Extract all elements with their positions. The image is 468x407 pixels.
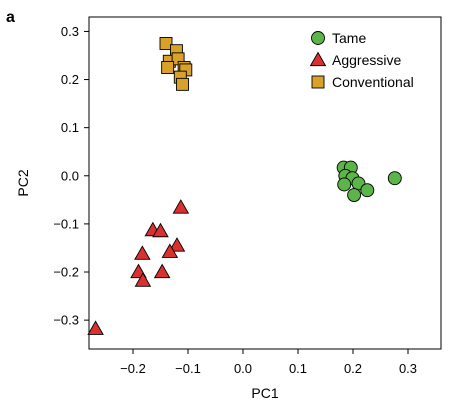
series-triangle	[87, 199, 190, 335]
panel-label: a	[6, 9, 15, 26]
triangle-data-point	[134, 272, 152, 287]
y-tick-label: 0.2	[61, 72, 79, 87]
x-axis-title: PC1	[251, 385, 278, 401]
y-tick-label: 0.1	[61, 120, 79, 135]
circle-data-point	[360, 183, 375, 198]
x-tick-label: −0.1	[175, 361, 201, 376]
y-axis: −0.3 −0.2 −0.1 0.0 0.1 0.2 0.3	[53, 24, 89, 328]
triangle-data-point	[172, 199, 190, 214]
x-tick-label: 0.2	[344, 361, 362, 376]
triangle-data-point	[161, 243, 179, 258]
triangle-data-point	[134, 245, 151, 260]
y-axis-title: PC2	[15, 169, 31, 196]
series-square	[159, 37, 193, 91]
square-data-point	[159, 37, 173, 50]
legend-triangle-icon	[309, 51, 327, 67]
data-points	[87, 37, 402, 335]
square-data-point	[176, 77, 189, 91]
series-circle	[336, 160, 402, 202]
y-tick-label: −0.3	[53, 313, 79, 328]
triangle-data-point	[153, 263, 171, 279]
legend: Tame Aggressive Conventional	[309, 30, 414, 90]
square-data-point	[161, 61, 175, 74]
legend-circle-icon	[311, 31, 325, 45]
x-tick-label: 0.0	[234, 361, 252, 376]
x-tick-label: 0.3	[399, 361, 417, 376]
x-axis: −0.2 −0.1 0.0 0.1 0.2 0.3	[120, 349, 417, 376]
legend-label: Conventional	[332, 74, 414, 90]
circle-data-point	[337, 177, 352, 192]
x-tick-label: 0.1	[289, 361, 307, 376]
triangle-data-point	[87, 320, 104, 335]
y-tick-label: −0.2	[53, 265, 79, 280]
circle-data-point	[387, 171, 402, 186]
legend-square-icon	[311, 75, 325, 89]
circle-data-point	[347, 188, 362, 202]
y-tick-label: 0.0	[61, 168, 79, 183]
y-tick-label: 0.3	[61, 24, 79, 39]
legend-label: Tame	[332, 30, 366, 46]
x-tick-label: −0.2	[120, 361, 146, 376]
triangle-data-point	[152, 222, 169, 238]
plot-frame	[88, 16, 442, 350]
triangle-data-point	[168, 237, 186, 252]
y-tick-label: −0.1	[53, 216, 79, 231]
legend-label: Aggressive	[332, 52, 401, 68]
